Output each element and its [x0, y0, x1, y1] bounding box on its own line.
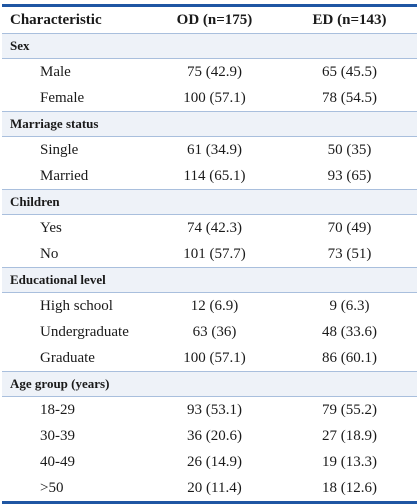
section-title: Sex: [2, 33, 417, 59]
ed-value: 86 (60.1): [322, 349, 377, 366]
section-row: Children: [2, 189, 417, 215]
header-characteristic: Characteristic: [2, 7, 147, 34]
table-row: Married 114 (65.1) 93 (65): [2, 163, 417, 190]
table-body: Sex Male 75 (42.9) 65 (45.5) Female 100 (57.1…: [2, 33, 417, 502]
section-row: Marriage status: [2, 111, 417, 137]
table-row: Single 61 (34.9) 50 (35): [2, 137, 417, 164]
characteristics-table: Characteristic OD (n=175) ED (n=143) Sex…: [2, 7, 417, 501]
table-top-rule: [2, 4, 417, 7]
od-value: 75 (42.9): [187, 63, 242, 80]
row-label: High school: [40, 297, 113, 314]
section-row: Educational level: [2, 267, 417, 293]
row-label: 18-29: [40, 401, 75, 418]
table-row: Graduate 100 (57.1) 86 (60.1): [2, 345, 417, 372]
row-label: 30-39: [40, 427, 75, 444]
section-title: Educational level: [2, 267, 417, 293]
od-value: 100 (57.1): [183, 89, 246, 106]
section-title: Marriage status: [2, 111, 417, 137]
od-value: 114 (65.1): [183, 167, 246, 184]
ed-value: 70 (49): [327, 219, 372, 236]
od-value: 61 (34.9): [187, 141, 242, 158]
od-value: 36 (20.6): [187, 427, 242, 444]
od-value: 26 (14.9): [187, 453, 242, 470]
table-row: No 101 (57.7) 73 (51): [2, 241, 417, 268]
row-label: Graduate: [40, 349, 95, 366]
row-label: Single: [40, 141, 79, 158]
section-title: Children: [2, 189, 417, 215]
table-header: Characteristic OD (n=175) ED (n=143): [2, 7, 417, 34]
ed-value: 48 (33.6): [322, 323, 377, 340]
od-value: 63 (36): [192, 323, 237, 340]
table-row: Undergraduate 63 (36) 48 (33.6): [2, 319, 417, 345]
section-row: Age group (years): [2, 371, 417, 397]
od-value: 93 (53.1): [187, 401, 242, 418]
ed-value: 93 (65): [327, 167, 372, 184]
od-value: 100 (57.1): [183, 349, 246, 366]
table-row: High school 12 (6.9) 9 (6.3): [2, 293, 417, 320]
ed-value: 18 (12.6): [322, 479, 377, 496]
section-title: Age group (years): [2, 371, 417, 397]
table-row: Male 75 (42.9) 65 (45.5): [2, 59, 417, 86]
row-label: 40-49: [40, 453, 75, 470]
header-ed: ED (n=143): [282, 7, 417, 34]
row-label: No: [40, 245, 59, 262]
ed-value: 73 (51): [327, 245, 372, 262]
characteristics-table-container: Characteristic OD (n=175) ED (n=143) Sex…: [2, 4, 417, 504]
table-row: Yes 74 (42.3) 70 (49): [2, 215, 417, 242]
ed-value: 50 (35): [327, 141, 372, 158]
row-label: Male: [40, 63, 71, 80]
table-row: 30-39 36 (20.6) 27 (18.9): [2, 423, 417, 449]
od-value: 20 (11.4): [187, 479, 242, 496]
table-row: Female 100 (57.1) 78 (54.5): [2, 85, 417, 112]
od-value: 74 (42.3): [187, 219, 242, 236]
table-row: 40-49 26 (14.9) 19 (13.3): [2, 449, 417, 475]
ed-value: 65 (45.5): [322, 63, 377, 80]
table-row: >50 20 (11.4) 18 (12.6): [2, 475, 417, 501]
ed-value: 9 (6.3): [329, 297, 370, 314]
ed-value: 78 (54.5): [322, 89, 377, 106]
row-label: Female: [40, 89, 85, 106]
ed-value: 79 (55.2): [322, 401, 377, 418]
row-label: >50: [40, 479, 64, 496]
table-row: 18-29 93 (53.1) 79 (55.2): [2, 397, 417, 424]
od-value: 12 (6.9): [190, 297, 239, 314]
ed-value: 19 (13.3): [322, 453, 377, 470]
header-row: Characteristic OD (n=175) ED (n=143): [2, 7, 417, 34]
section-row: Sex: [2, 33, 417, 59]
row-label: Undergraduate: [40, 323, 129, 340]
ed-value: 27 (18.9): [322, 427, 377, 444]
row-label: Married: [40, 167, 89, 184]
row-label: Yes: [40, 219, 62, 236]
header-od: OD (n=175): [147, 7, 282, 34]
od-value: 101 (57.7): [183, 245, 246, 262]
